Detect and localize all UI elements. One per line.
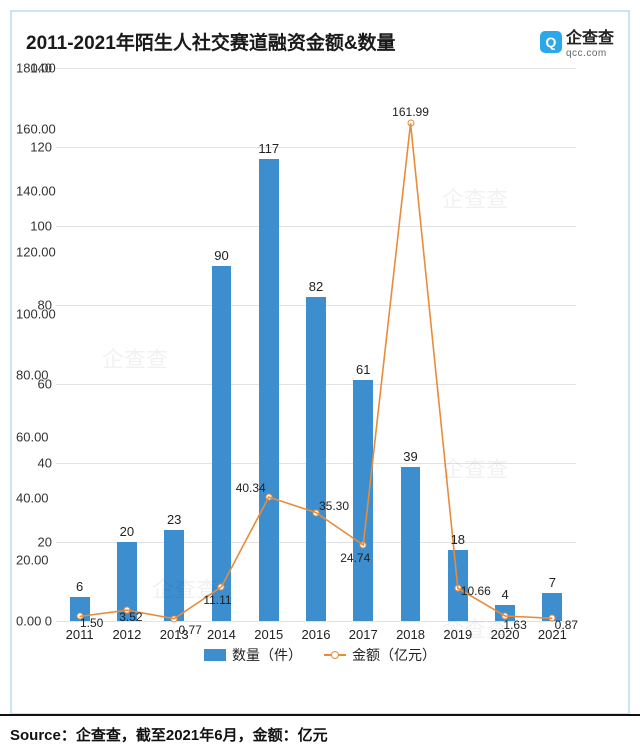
bar-value-label: 6 [76, 579, 83, 594]
chart-title: 2011-2021年陌生人社交赛道融资金额&数量 [26, 28, 396, 55]
bar-value-label: 61 [356, 362, 370, 377]
x-tick-label: 2016 [302, 627, 331, 642]
x-tick-label: 2014 [207, 627, 236, 642]
line-value-label: 0.77 [178, 623, 201, 637]
brand-name: 企查查 [566, 24, 614, 48]
x-tick-label: 2017 [349, 627, 378, 642]
bar-value-label: 7 [549, 575, 556, 590]
y-right-tick: 20.00 [16, 552, 64, 567]
line-value-label: 24.74 [340, 551, 370, 565]
y-left-tick: 100 [12, 219, 52, 234]
x-tick-label: 2018 [396, 627, 425, 642]
line-value-label: 1.50 [80, 616, 103, 630]
legend-swatch-line [324, 654, 346, 656]
bar-value-label: 82 [309, 279, 323, 294]
y-right-tick: 160.00 [16, 122, 64, 137]
x-tick-label: 2012 [112, 627, 141, 642]
bar-value-label: 18 [451, 532, 465, 547]
source-footer: Source：企查查，截至2021年6月，金额：亿元 [0, 714, 640, 755]
y-right-tick: 80.00 [16, 368, 64, 383]
legend-item-bar: 数量（件） [204, 645, 302, 665]
y-left-tick: 20 [12, 535, 52, 550]
bar-value-label: 23 [167, 512, 181, 527]
source-text: Source：企查查，截至2021年6月，金额：亿元 [10, 727, 328, 744]
y-left-tick: 120 [12, 140, 52, 155]
chart-header: 2011-2021年陌生人社交赛道融资金额&数量 Q 企查查 qcc.com [12, 12, 628, 63]
bar-value-label: 39 [403, 449, 417, 464]
line-value-label: 0.87 [555, 618, 578, 632]
line-value-label: 35.30 [319, 499, 349, 513]
line-value-label: 40.34 [236, 481, 266, 495]
x-tick-label: 2015 [254, 627, 283, 642]
legend-item-line: 金额（亿元） [324, 645, 436, 665]
legend-label-line: 金额（亿元） [352, 645, 436, 665]
line-value-label: 161.99 [392, 105, 429, 119]
bar-value-label: 20 [120, 524, 134, 539]
x-tick-label: 2019 [443, 627, 472, 642]
legend-swatch-bar [204, 649, 226, 661]
line-value-label: 3.52 [119, 610, 142, 624]
y-right-tick: 40.00 [16, 491, 64, 506]
brand-icon: Q [540, 31, 562, 53]
bar-value-label: 4 [501, 587, 508, 602]
line-value-label: 10.66 [461, 584, 491, 598]
y-left-tick: 40 [12, 456, 52, 471]
line-path [80, 123, 553, 618]
line-value-label: 1.63 [503, 618, 526, 632]
y-right-tick: 60.00 [16, 429, 64, 444]
y-right-tick: 120.00 [16, 245, 64, 260]
brand-badge: Q 企查查 qcc.com [540, 24, 614, 59]
y-right-tick: 100.00 [16, 306, 64, 321]
y-right-tick: 0.00 [16, 614, 64, 629]
bar-value-label: 117 [258, 141, 279, 156]
y-right-tick: 140.00 [16, 183, 64, 198]
y-right-tick: 180.00 [16, 61, 64, 76]
brand-sub: qcc.com [566, 48, 614, 59]
line-value-label: 11.11 [203, 593, 231, 607]
legend: 数量（件） 金额（亿元） [12, 645, 628, 665]
legend-label-bar: 数量（件） [232, 645, 302, 665]
chart-card: 2011-2021年陌生人社交赛道融资金额&数量 Q 企查查 qcc.com 数… [10, 10, 630, 715]
bar-value-label: 90 [214, 248, 228, 263]
